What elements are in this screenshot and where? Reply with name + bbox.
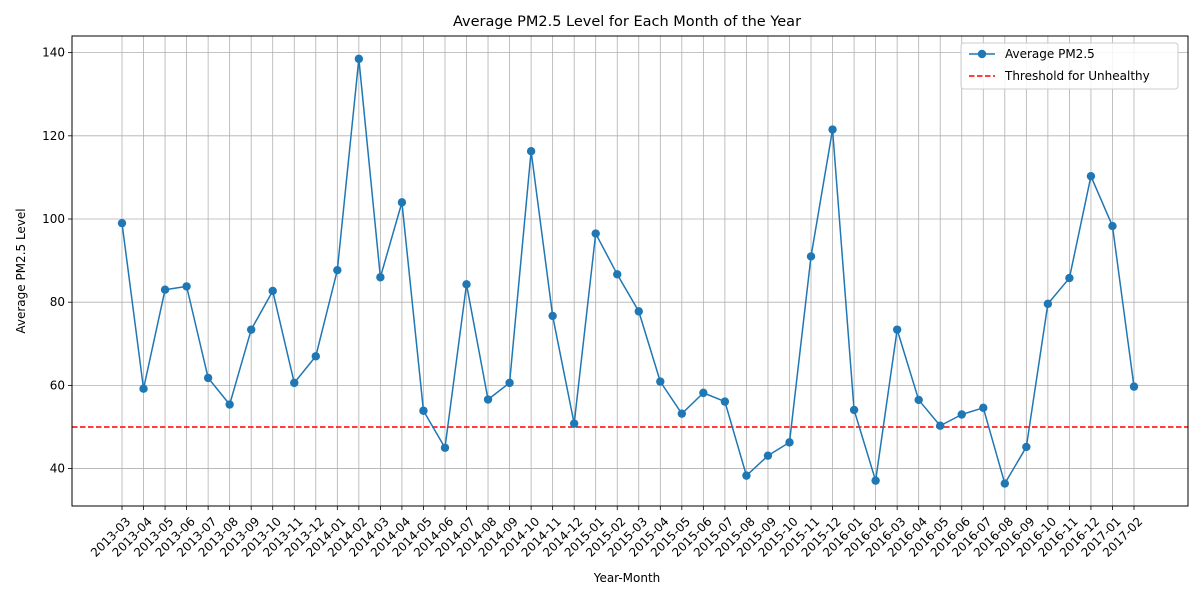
data-point	[957, 410, 966, 419]
data-point	[677, 409, 687, 418]
data-point	[203, 373, 213, 383]
data-point	[160, 285, 170, 294]
data-point	[613, 270, 622, 279]
data-point	[1000, 479, 1010, 488]
y-tick-label: 140	[42, 46, 65, 60]
data-point	[699, 388, 708, 398]
data-point	[979, 403, 988, 413]
legend-box	[960, 42, 1179, 90]
data-point	[634, 307, 643, 316]
data-point	[1086, 171, 1096, 181]
legend-marker-average-pm25	[977, 49, 987, 59]
data-point	[505, 378, 514, 388]
data-point	[548, 311, 557, 321]
data-point	[333, 265, 342, 275]
data-point	[1065, 273, 1074, 283]
data-point	[246, 325, 256, 334]
y-tick-label: 60	[50, 378, 65, 392]
y-tick-label: 120	[42, 129, 65, 143]
y-axis-label: Average PM2.5 Level	[14, 208, 28, 333]
data-point	[936, 421, 945, 430]
data-point	[483, 395, 493, 404]
data-point	[419, 406, 428, 415]
data-point	[290, 378, 299, 388]
y-axis: 40 60 80 100 120 140	[42, 46, 72, 476]
data-point	[785, 438, 794, 447]
data-point	[526, 147, 536, 156]
y-tick-label: 100	[42, 212, 65, 226]
data-point	[376, 273, 385, 282]
data-point	[892, 325, 902, 334]
data-point	[117, 218, 127, 228]
plot-frame	[71, 35, 1189, 507]
data-point	[440, 443, 450, 452]
data-point	[225, 400, 234, 409]
data-point	[914, 395, 923, 405]
legend-label-average-pm25: Average PM2.5	[1005, 47, 1095, 61]
x-axis-label: Year-Month	[593, 571, 661, 585]
data-point	[591, 229, 600, 238]
data-point	[182, 282, 191, 291]
y-tick-label: 40	[50, 462, 65, 476]
data-point	[828, 125, 837, 134]
data-point	[742, 471, 751, 480]
data-point	[656, 377, 665, 386]
data-point	[720, 397, 730, 406]
data-point	[1043, 299, 1053, 309]
series-layer	[117, 54, 1139, 488]
data-point	[569, 419, 579, 428]
legend: Average PM2.5 Threshold for Unhealthy	[960, 42, 1179, 90]
legend-label-threshold: Threshold for Unhealthy	[1004, 69, 1150, 83]
data-point	[1022, 442, 1031, 452]
data-point	[871, 476, 880, 485]
data-point	[354, 54, 364, 64]
data-point	[397, 198, 407, 207]
data-point	[462, 280, 471, 289]
data-point	[1129, 382, 1139, 391]
data-point	[806, 252, 816, 261]
data-point	[311, 352, 320, 361]
data-point	[763, 451, 773, 460]
data-point	[268, 286, 277, 296]
data-point	[139, 384, 148, 393]
chart-title: Average PM2.5 Level for Each Month of th…	[453, 14, 801, 30]
y-tick-label: 80	[50, 295, 65, 309]
data-point	[1108, 221, 1117, 231]
data-point	[849, 405, 859, 415]
